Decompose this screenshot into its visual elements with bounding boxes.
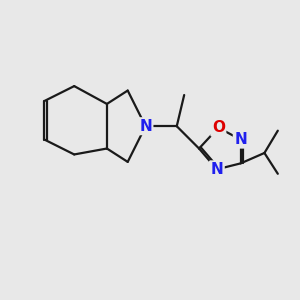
Text: N: N: [234, 132, 247, 147]
Text: N: N: [139, 119, 152, 134]
Text: O: O: [212, 120, 225, 135]
Text: N: N: [211, 162, 223, 177]
